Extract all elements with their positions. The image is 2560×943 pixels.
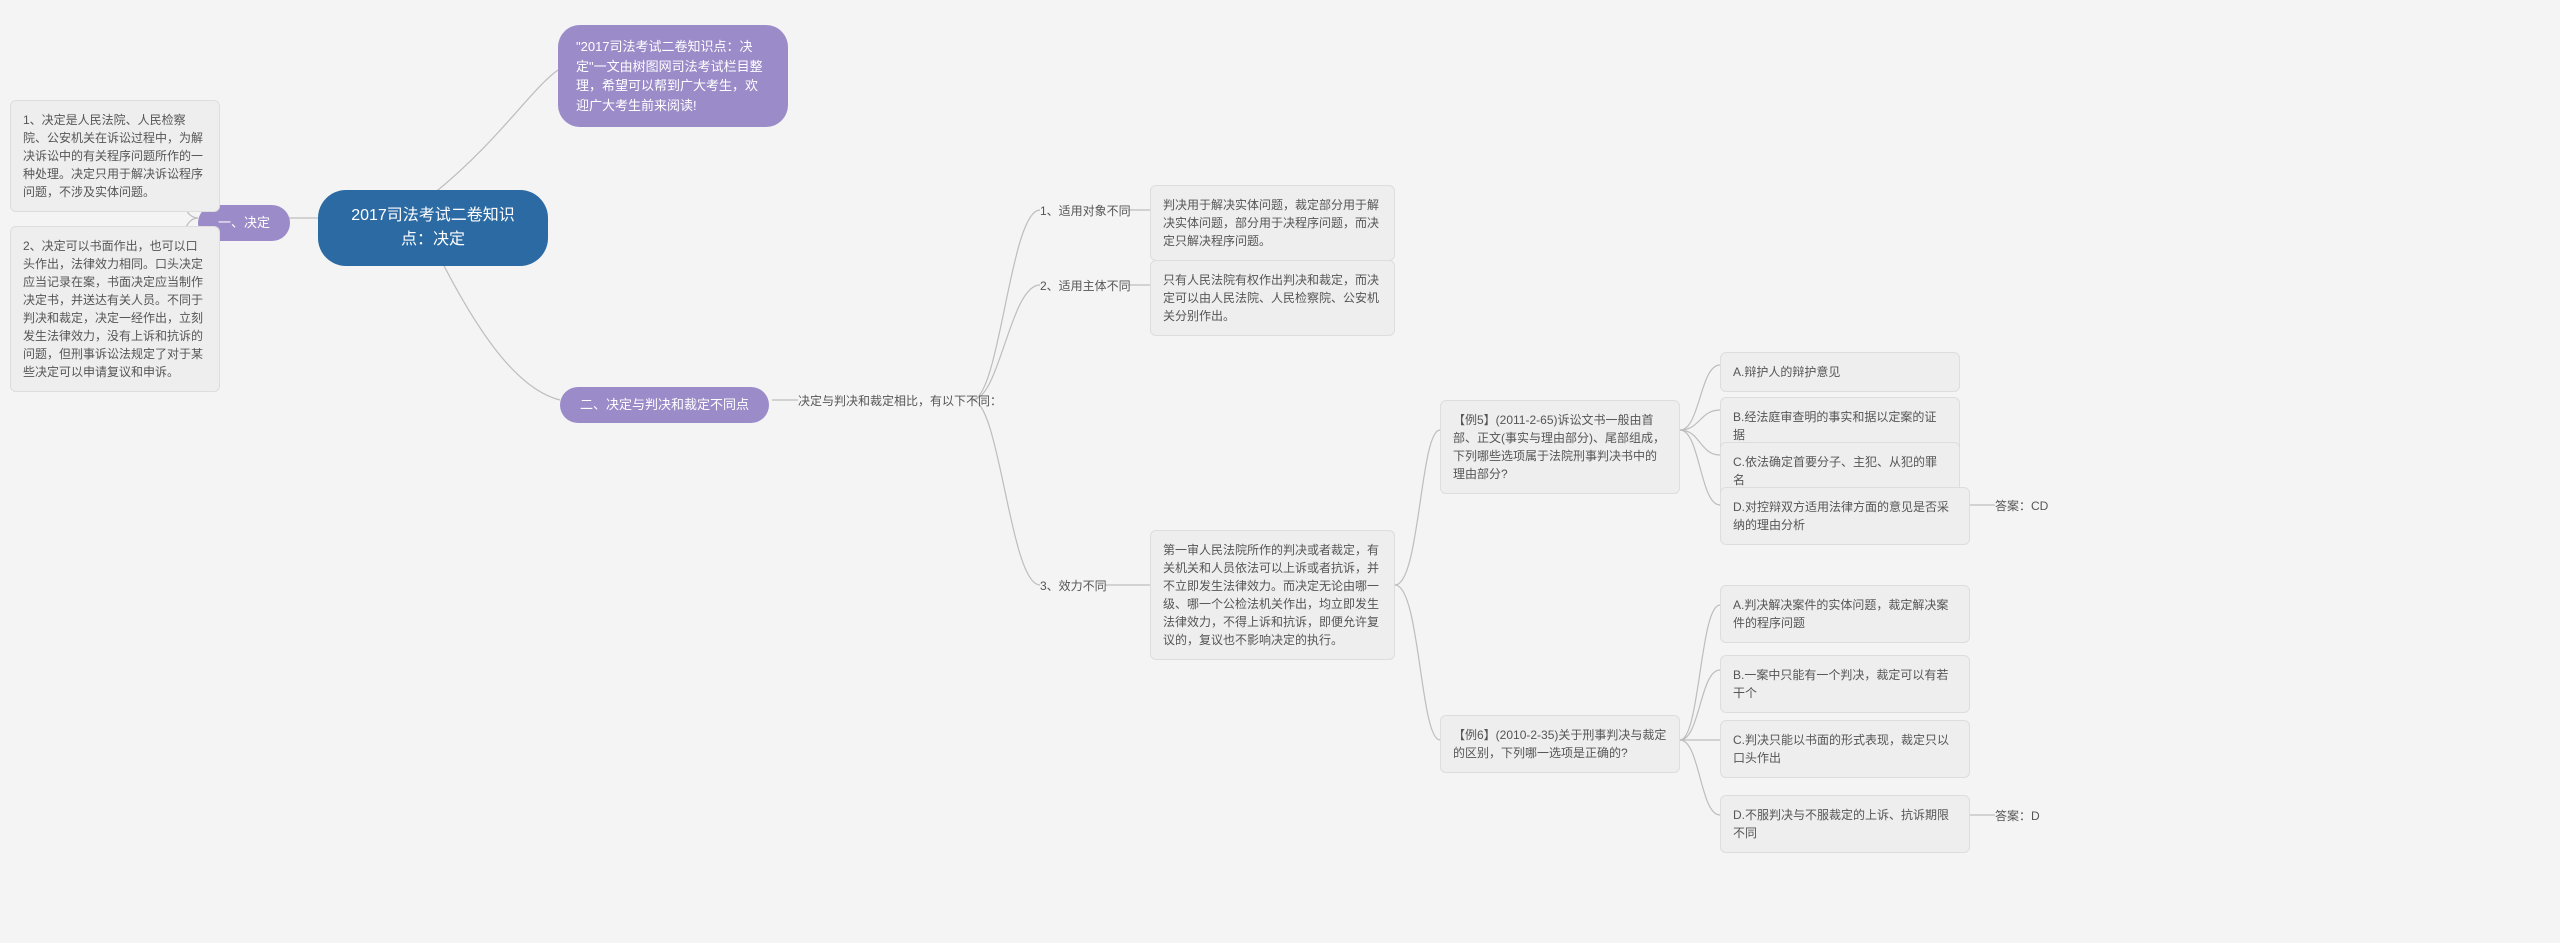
ex6-opt-c: C.判决只能以书面的形式表现，裁定只以口头作出 <box>1720 720 1970 778</box>
ex5-opt-a: A.辩护人的辩护意见 <box>1720 352 1960 392</box>
branch1-box2: 2、决定可以书面作出，也可以口头作出，法律效力相同。口头决定应当记录在案，书面决… <box>10 226 220 392</box>
ex5-question: 【例5】(2011-2-65)诉讼文书一般由首部、正文(事实与理由部分)、尾部组… <box>1440 400 1680 494</box>
branch2-title: 二、决定与判决和裁定不同点 <box>560 387 769 423</box>
branch1-box1-text: 1、决定是人民法院、人民检察院、公安机关在诉讼过程中，为解决诉讼中的有关程序问题… <box>23 113 203 199</box>
ex5-q-text: 【例5】(2011-2-65)诉讼文书一般由首部、正文(事实与理由部分)、尾部组… <box>1453 413 1665 481</box>
intro-text: "2017司法考试二卷知识点：决定"一文由树图网司法考试栏目整理，希望可以帮到广… <box>576 39 763 113</box>
ex6-c-text: C.判决只能以书面的形式表现，裁定只以口头作出 <box>1733 733 1949 765</box>
item-c-label: 3、效力不同 <box>1040 577 1107 595</box>
branch1-box1: 1、决定是人民法院、人民检察院、公安机关在诉讼过程中，为解决诉讼中的有关程序问题… <box>10 100 220 212</box>
ex5-opt-d: D.对控辩双方适用法律方面的意见是否采纳的理由分析 <box>1720 487 1970 545</box>
branch1-box2-text: 2、决定可以书面作出，也可以口头作出，法律效力相同。口头决定应当记录在案，书面决… <box>23 239 203 379</box>
item-b-box: 只有人民法院有权作出判决和裁定，而决定可以由人民法院、人民检察院、公安机关分别作… <box>1150 260 1395 336</box>
item-a-box-text: 判决用于解决实体问题，裁定部分用于解决实体问题，部分用于决程序问题，而决定只解决… <box>1163 198 1379 248</box>
branch2-sub: 决定与判决和裁定相比，有以下不同： <box>798 392 1002 410</box>
ex6-d-text: D.不服判决与不服裁定的上诉、抗诉期限不同 <box>1733 808 1949 840</box>
item-a-box: 判决用于解决实体问题，裁定部分用于解决实体问题，部分用于决程序问题，而决定只解决… <box>1150 185 1395 261</box>
ex6-opt-d: D.不服判决与不服裁定的上诉、抗诉期限不同 <box>1720 795 1970 853</box>
branch2-title-text: 二、决定与判决和裁定不同点 <box>580 397 749 412</box>
item-c-box: 第一审人民法院所作的判决或者裁定，有关机关和人员依法可以上诉或者抗诉，并不立即发… <box>1150 530 1395 660</box>
ex6-question: 【例6】(2010-2-35)关于刑事判决与裁定的区别，下列哪一选项是正确的? <box>1440 715 1680 773</box>
ex6-answer: 答案：D <box>1995 807 2040 825</box>
branch1-title-text: 一、决定 <box>218 215 270 230</box>
ex6-a-text: A.判决解决案件的实体问题，裁定解决案件的程序问题 <box>1733 598 1948 630</box>
ex5-c-text: C.依法确定首要分子、主犯、从犯的罪名 <box>1733 455 1937 487</box>
ex6-ans-text: 答案：D <box>1995 809 2040 823</box>
ex6-b-text: B.一案中只能有一个判决，裁定可以有若干个 <box>1733 668 1948 700</box>
item-a-label: 1、适用对象不同 <box>1040 202 1131 220</box>
intro-bubble: "2017司法考试二卷知识点：决定"一文由树图网司法考试栏目整理，希望可以帮到广… <box>558 25 788 127</box>
ex5-ans-text: 答案：CD <box>1995 499 2048 513</box>
ex5-a-text: A.辩护人的辩护意见 <box>1733 365 1840 379</box>
ex6-opt-a: A.判决解决案件的实体问题，裁定解决案件的程序问题 <box>1720 585 1970 643</box>
item-b-label: 2、适用主体不同 <box>1040 277 1131 295</box>
ex5-b-text: B.经法庭审查明的事实和据以定案的证据 <box>1733 410 1936 442</box>
branch2-sub-text: 决定与判决和裁定相比，有以下不同： <box>798 394 1002 408</box>
item-a-label-text: 1、适用对象不同 <box>1040 204 1131 218</box>
connectors <box>0 0 2560 943</box>
ex6-q-text: 【例6】(2010-2-35)关于刑事判决与裁定的区别，下列哪一选项是正确的? <box>1453 728 1666 760</box>
item-b-box-text: 只有人民法院有权作出判决和裁定，而决定可以由人民法院、人民检察院、公安机关分别作… <box>1163 273 1379 323</box>
item-c-box-text: 第一审人民法院所作的判决或者裁定，有关机关和人员依法可以上诉或者抗诉，并不立即发… <box>1163 543 1379 647</box>
root-node: 2017司法考试二卷知识点：决定 <box>318 190 548 266</box>
ex5-answer: 答案：CD <box>1995 497 2048 515</box>
ex6-opt-b: B.一案中只能有一个判决，裁定可以有若干个 <box>1720 655 1970 713</box>
ex5-d-text: D.对控辩双方适用法律方面的意见是否采纳的理由分析 <box>1733 500 1949 532</box>
item-c-label-text: 3、效力不同 <box>1040 579 1107 593</box>
root-title: 2017司法考试二卷知识点：决定 <box>351 207 515 248</box>
item-b-label-text: 2、适用主体不同 <box>1040 279 1131 293</box>
